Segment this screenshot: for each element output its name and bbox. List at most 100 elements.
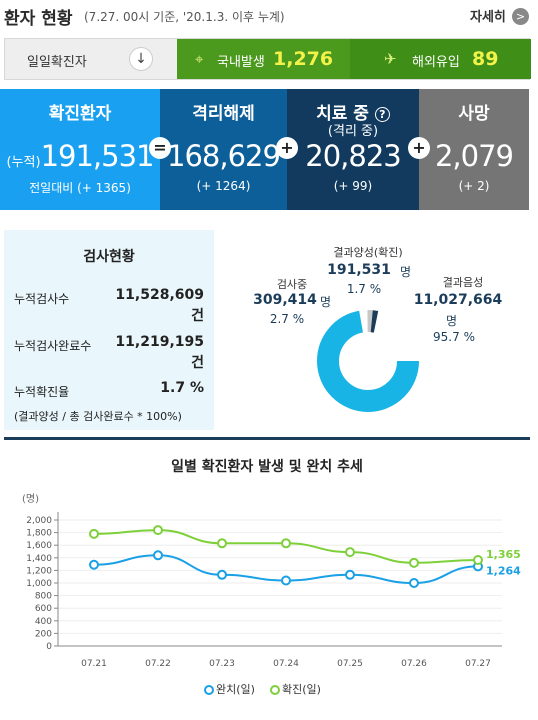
data-point xyxy=(345,569,355,580)
data-point xyxy=(281,575,291,586)
page-title: 환자 현황 xyxy=(4,9,73,29)
testing-pct: 2.7 % xyxy=(269,312,305,326)
released-value: 168,629 xyxy=(167,139,281,173)
chart-grid xyxy=(58,519,502,647)
data-point xyxy=(409,557,419,568)
negative-segment xyxy=(317,310,419,412)
y-tick-label: 400 xyxy=(35,617,52,627)
daily-label-box: 일일확진자 ↓ xyxy=(5,39,177,79)
data-point xyxy=(217,538,227,549)
domestic-label: 국내발생 xyxy=(217,55,265,70)
data-point xyxy=(153,550,163,561)
y-tick-label: 1,400 xyxy=(26,554,52,564)
x-tick-label: 07.22 xyxy=(145,659,171,669)
test-row-value: 11,219,195 xyxy=(115,334,204,350)
location-pin-icon: ⌖ xyxy=(195,50,204,68)
equals-operator: = xyxy=(149,137,171,159)
test-note: (결과양성 / 총 검사완료수 * 100%) xyxy=(14,410,182,423)
treating-stat: 치료 중 ? (격리 중) 20,823 (+ 99) xyxy=(287,89,419,210)
released-delta: (+ 1264) xyxy=(196,179,251,193)
x-tick-label: 07.26 xyxy=(401,659,427,669)
confirmed-stat: 확진환자 (누적)191,531 전일대비 (+ 1365) xyxy=(0,89,160,210)
y-tick-label: 800 xyxy=(35,592,52,602)
y-tick-label: 0 xyxy=(46,642,52,652)
y-tick-label: 1,800 xyxy=(26,529,52,539)
airplane-icon: ✈ xyxy=(384,50,397,68)
daily-label: 일일확진자 xyxy=(27,55,87,70)
x-tick-label: 07.24 xyxy=(273,659,299,669)
data-point xyxy=(217,569,227,580)
negative-value: 11,027,664 xyxy=(413,292,503,308)
positive-label: 결과양성(확진) xyxy=(333,246,403,259)
domestic-box: ⌖ 국내발생 1,276 xyxy=(177,39,350,79)
data-point xyxy=(89,559,99,570)
test-row-unit: 건 xyxy=(191,308,204,324)
positive-value: 191,531 xyxy=(327,262,391,278)
chart-series: 1,264 1,365 xyxy=(89,525,521,588)
domestic-value: 1,276 xyxy=(273,48,334,70)
data-point xyxy=(473,555,483,566)
legend-label: 확진(일) xyxy=(282,683,321,696)
testing-label: 검사중 xyxy=(276,278,308,291)
page-header: 환자 현황 (7.27. 00시 기준, '20.1.3. 이후 누계) 자세히… xyxy=(0,0,538,32)
data-point xyxy=(153,525,163,536)
plus-operator: + xyxy=(408,137,430,159)
y-tick-label: 200 xyxy=(35,629,52,639)
deaths-title: 사망 xyxy=(458,104,490,124)
data-point xyxy=(345,547,355,558)
negative-unit: 명 xyxy=(446,314,458,328)
page-subtitle: (7.27. 00시 기준, '20.1.3. 이후 누계) xyxy=(84,10,285,24)
end-data-label: 1,365 xyxy=(486,548,521,561)
negative-pct: 95.7 % xyxy=(433,330,475,344)
confirmed-value-row: (누적)191,531 xyxy=(0,139,160,173)
testing-value: 309,414 xyxy=(253,292,317,308)
legend-item[interactable]: 확진(일) xyxy=(270,681,321,697)
overseas-box: ✈ 해외유입 89 xyxy=(350,39,531,79)
overseas-label: 해외유입 xyxy=(412,55,460,70)
y-tick-label: 1,600 xyxy=(26,541,52,551)
data-point xyxy=(281,538,291,549)
arrow-down-icon: ↓ xyxy=(129,47,153,71)
test-row-label: 누적확진율 xyxy=(14,385,70,399)
end-data-label: 1,264 xyxy=(486,564,521,577)
treating-title-row: 치료 중 ? xyxy=(287,99,419,124)
test-status-title: 검사현황 xyxy=(83,249,135,265)
confirmed-prefix: (누적) xyxy=(6,155,41,170)
x-tick-label: 07.25 xyxy=(337,659,363,669)
section-divider xyxy=(4,437,530,440)
confirmed-value: 191,531 xyxy=(40,139,155,173)
y-tick-label: 1,000 xyxy=(26,579,52,589)
test-row-unit: 건 xyxy=(191,355,204,371)
donut-chart xyxy=(317,310,419,412)
deaths-value: 2,079 xyxy=(434,139,514,173)
daily-trend-chart-section: 일별 확진환자 발생 및 완치 추세 (명) 2,000 1,800 1,600 1,… xyxy=(4,440,530,720)
positive-unit: 명 xyxy=(400,265,412,279)
confirmed-delta: 전일대비 (+ 1365) xyxy=(29,181,131,195)
overseas-value: 89 xyxy=(472,48,499,70)
chart-axes: 2,000 1,800 1,600 1,400 1,200 1,000 800 600 400 2… xyxy=(26,512,502,669)
y-tick-label: 600 xyxy=(35,604,52,614)
test-row-value: 11,528,609 xyxy=(115,287,204,303)
plus-operator: + xyxy=(276,137,298,159)
x-tick-label: 07.21 xyxy=(81,659,107,669)
confirmed-title: 확진환자 xyxy=(48,104,112,124)
chevron-right-icon[interactable]: > xyxy=(512,8,529,25)
legend-item[interactable]: 완치(일) xyxy=(204,681,255,697)
test-status-panel: 검사현황 누적검사수 11,528,609 건 누적검사완료수 11,219,1… xyxy=(4,230,214,430)
negative-label: 결과음성 xyxy=(442,276,484,289)
test-row-label: 누적검사수 xyxy=(14,292,70,306)
treating-delta: (+ 99) xyxy=(333,179,373,193)
test-row-value: 1.7 % xyxy=(160,380,204,396)
positive-pct: 1.7 % xyxy=(346,282,382,296)
treating-value: 20,823 xyxy=(305,139,401,173)
deaths-delta: (+ 2) xyxy=(458,179,490,193)
y-unit-label: (명) xyxy=(22,493,39,505)
more-link[interactable]: 자세히 xyxy=(470,10,506,25)
x-tick-label: 07.23 xyxy=(209,659,235,669)
released-stat: 격리해제 168,629 (+ 1264) xyxy=(160,89,287,210)
help-icon[interactable]: ? xyxy=(374,106,390,122)
daily-confirmed-bar: 일일확진자 ↓ ⌖ 국내발생 1,276 ✈ 해외유입 89 xyxy=(4,38,531,80)
test-row-label: 누적검사완료수 xyxy=(14,339,92,353)
y-tick-label: 2,000 xyxy=(26,516,52,526)
deaths-stat: 사망 2,079 (+ 2) xyxy=(419,89,529,210)
